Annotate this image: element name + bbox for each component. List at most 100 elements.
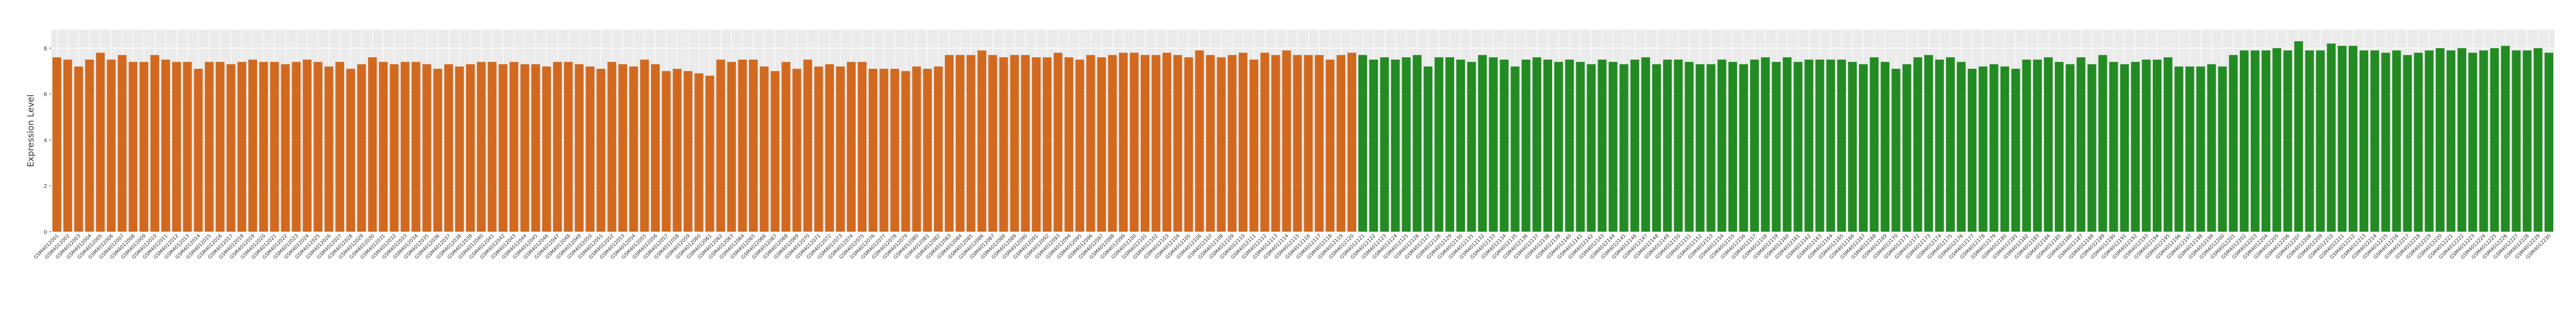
bar bbox=[2109, 62, 2118, 232]
bar bbox=[346, 69, 356, 232]
bar bbox=[96, 53, 105, 232]
bar bbox=[1412, 55, 1422, 232]
bar bbox=[901, 71, 910, 232]
bar bbox=[335, 62, 344, 232]
bar bbox=[2076, 57, 2086, 232]
bar bbox=[292, 62, 301, 232]
bar bbox=[944, 55, 954, 232]
bar bbox=[1565, 60, 1574, 232]
bar bbox=[172, 62, 181, 232]
bar bbox=[2435, 48, 2444, 232]
y-tick-label: 8 bbox=[44, 46, 47, 52]
bar bbox=[2348, 45, 2358, 232]
bar bbox=[1783, 57, 1792, 232]
bar bbox=[846, 62, 856, 232]
bar bbox=[1793, 62, 1803, 232]
bar bbox=[357, 64, 366, 232]
bar bbox=[237, 62, 246, 232]
bar bbox=[803, 60, 812, 232]
bar bbox=[999, 57, 1008, 232]
bar bbox=[792, 69, 801, 232]
bar bbox=[1935, 60, 1944, 232]
bar bbox=[1064, 57, 1074, 232]
bar bbox=[1532, 57, 1541, 232]
bar bbox=[1195, 50, 1204, 232]
bar bbox=[1315, 55, 1324, 232]
bar bbox=[1881, 62, 1890, 232]
bar bbox=[1946, 57, 1955, 232]
bar bbox=[2022, 60, 2031, 232]
bar bbox=[923, 69, 932, 232]
bar bbox=[1902, 64, 1911, 232]
bar bbox=[1521, 60, 1530, 232]
bar bbox=[1859, 64, 1868, 232]
bar bbox=[748, 60, 758, 232]
bar bbox=[313, 62, 323, 232]
y-tick-label: 2 bbox=[44, 184, 47, 189]
bar bbox=[226, 64, 235, 232]
bar bbox=[1674, 60, 1683, 232]
bar bbox=[1271, 55, 1280, 232]
bar bbox=[2164, 57, 2173, 232]
bar bbox=[2185, 66, 2194, 232]
bar bbox=[1140, 55, 1149, 232]
bar bbox=[836, 66, 845, 232]
bar bbox=[2207, 64, 2216, 232]
bar bbox=[1097, 57, 1106, 232]
bar bbox=[205, 62, 214, 232]
bar bbox=[1423, 66, 1432, 232]
bar bbox=[248, 60, 258, 232]
bar bbox=[1587, 64, 1596, 232]
bar bbox=[1369, 60, 1378, 232]
bar bbox=[1347, 53, 1357, 232]
bar bbox=[2262, 50, 2271, 232]
bar bbox=[2043, 57, 2053, 232]
bar bbox=[1598, 60, 1607, 232]
bar bbox=[1554, 62, 1563, 232]
bar bbox=[1162, 53, 1172, 232]
bar bbox=[444, 64, 454, 232]
bar bbox=[2424, 50, 2434, 232]
bar bbox=[161, 60, 170, 232]
bar bbox=[509, 62, 518, 232]
bar bbox=[738, 60, 747, 232]
bar bbox=[705, 75, 714, 232]
bar bbox=[455, 66, 464, 232]
bar bbox=[2533, 48, 2542, 232]
bar bbox=[1608, 62, 1618, 232]
bar bbox=[531, 64, 540, 232]
bar bbox=[379, 62, 388, 232]
bar bbox=[422, 64, 431, 232]
bar bbox=[1075, 60, 1085, 232]
bar bbox=[2229, 55, 2238, 232]
bar bbox=[2098, 55, 2107, 232]
bar bbox=[477, 62, 486, 232]
bar bbox=[575, 64, 584, 232]
bar bbox=[1652, 64, 1661, 232]
bar bbox=[281, 64, 290, 232]
bar bbox=[2522, 50, 2532, 232]
bar bbox=[1848, 62, 1857, 232]
bar bbox=[1478, 55, 1487, 232]
bar bbox=[324, 66, 333, 232]
bar bbox=[1717, 60, 1726, 232]
bar bbox=[1434, 57, 1443, 232]
bar bbox=[2055, 62, 2064, 232]
bar bbox=[2370, 50, 2380, 232]
bar bbox=[117, 55, 127, 232]
bar bbox=[684, 71, 693, 232]
bar bbox=[694, 73, 704, 232]
y-tick-label: 0 bbox=[44, 230, 47, 236]
bar bbox=[2272, 48, 2282, 232]
bar bbox=[564, 62, 573, 232]
bar bbox=[488, 62, 497, 232]
bar bbox=[1282, 50, 1291, 232]
bar bbox=[2294, 41, 2303, 232]
bar bbox=[2131, 62, 2140, 232]
bar bbox=[107, 60, 116, 232]
bar bbox=[1119, 53, 1128, 232]
bar bbox=[1129, 53, 1139, 232]
bar bbox=[781, 62, 791, 232]
bar bbox=[2479, 50, 2488, 232]
bar bbox=[1543, 60, 1552, 232]
